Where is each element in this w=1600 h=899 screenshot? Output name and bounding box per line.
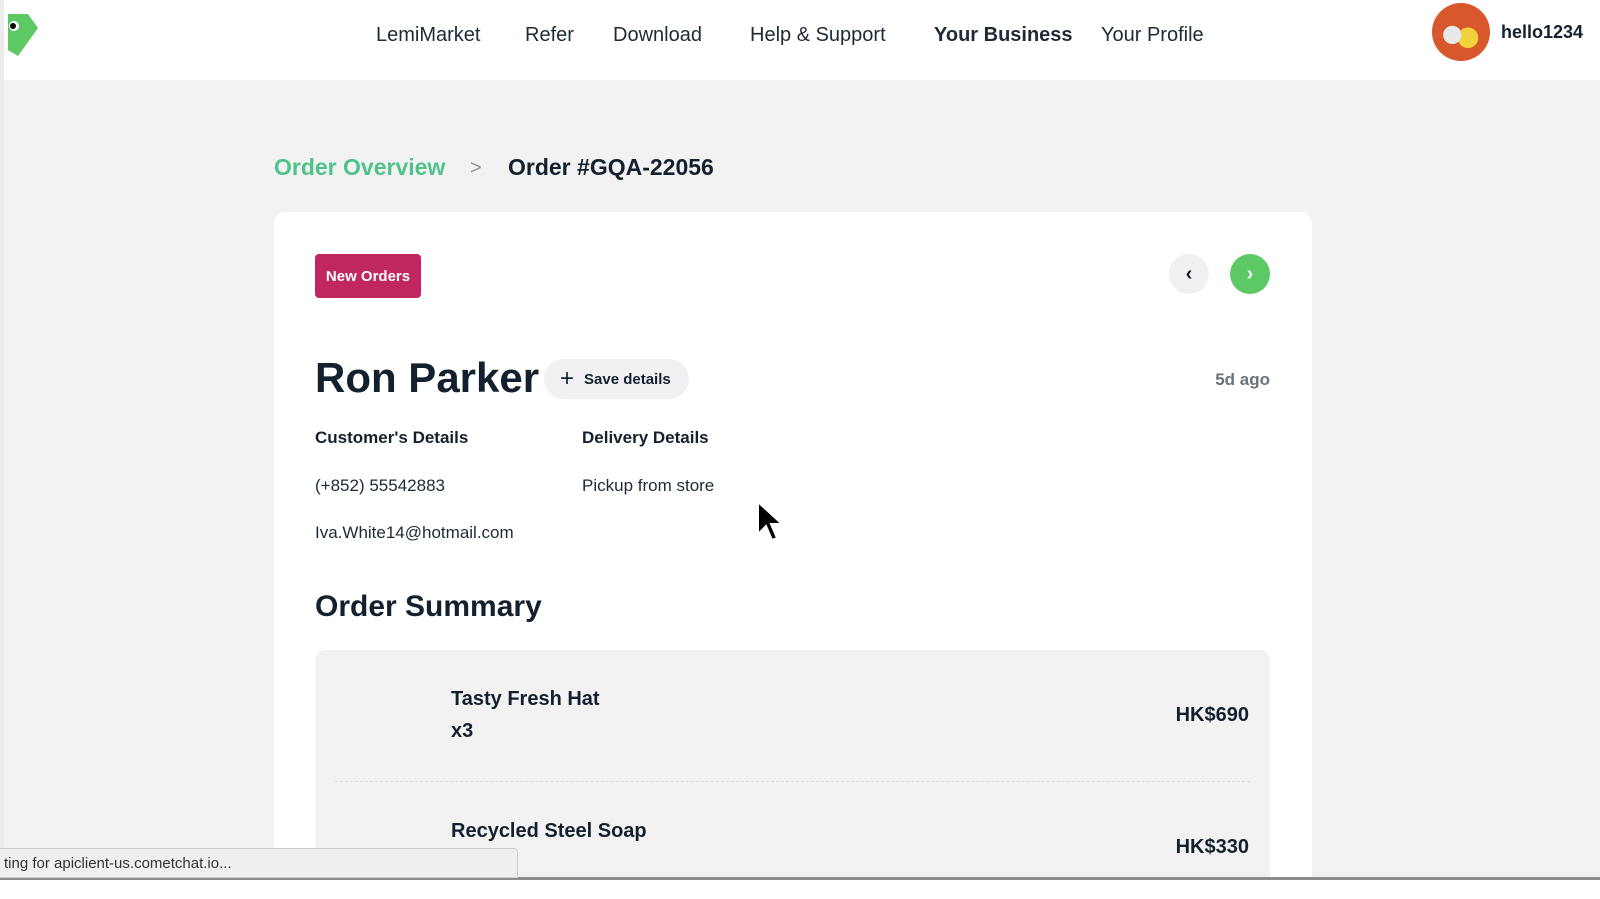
nav-help-support[interactable]: Help & Support <box>750 24 886 46</box>
customer-phone: (+852) 55542883 <box>315 476 445 495</box>
breadcrumb-separator-icon: > <box>470 157 482 179</box>
chevron-left-icon: ‹ <box>1185 262 1193 285</box>
next-order-button[interactable]: › <box>1230 254 1270 294</box>
item-quantity: x3 <box>451 720 474 742</box>
list-item: Tasty Fresh Hat x3 HK$690 <box>315 650 1270 782</box>
nav-refer[interactable]: Refer <box>525 24 574 46</box>
item-name: Tasty Fresh Hat <box>451 688 600 710</box>
customer-email: Iva.White14@hotmail.com <box>315 523 514 542</box>
window-edge <box>0 0 4 877</box>
chevron-right-icon: › <box>1246 262 1254 285</box>
save-details-button[interactable]: + Save details <box>544 359 689 399</box>
nav-your-profile[interactable]: Your Profile <box>1101 24 1204 46</box>
item-name: Recycled Steel Soap <box>451 820 647 842</box>
order-items-list: Tasty Fresh Hat x3 HK$690 Recycled Steel… <box>315 650 1270 877</box>
breadcrumb-current: Order #GQA-22056 <box>508 154 714 180</box>
mouse-cursor-icon <box>757 500 784 542</box>
list-item: Recycled Steel Soap HK$330 <box>315 782 1270 877</box>
order-time-ago: 5d ago <box>1215 370 1270 389</box>
username[interactable]: hello1234 <box>1501 22 1584 42</box>
top-navbar: LemiMarket Refer Download Help & Support… <box>4 0 1600 80</box>
customer-name: Ron Parker <box>315 354 540 401</box>
previous-order-button[interactable]: ‹ <box>1169 254 1209 294</box>
nav-download[interactable]: Download <box>613 24 702 46</box>
nav-your-business[interactable]: Your Business <box>934 24 1073 46</box>
delivery-method: Pickup from store <box>582 476 715 495</box>
window-bottom-border <box>0 877 1600 880</box>
browser-status-bar: ting for apiclient-us.cometchat.io... <box>0 848 518 878</box>
item-price: HK$690 <box>1175 704 1249 726</box>
nav-lemimarket[interactable]: LemiMarket <box>376 24 481 46</box>
avatar[interactable] <box>1432 3 1490 61</box>
window-bottom-area <box>0 880 1600 899</box>
order-summary-heading: Order Summary <box>315 590 542 623</box>
status-badge[interactable]: New Orders <box>315 254 421 298</box>
customer-details-heading: Customer's Details <box>315 428 469 447</box>
save-details-label: Save details <box>584 370 671 388</box>
delivery-details-heading: Delivery Details <box>582 428 709 447</box>
plus-icon: + <box>560 365 575 392</box>
item-price: HK$330 <box>1175 836 1249 858</box>
breadcrumb-order-overview[interactable]: Order Overview <box>274 154 446 180</box>
logo-icon[interactable] <box>8 14 38 58</box>
order-card: New Orders ‹ › Ron Parker + Save details… <box>274 212 1312 877</box>
divider <box>335 781 1250 782</box>
